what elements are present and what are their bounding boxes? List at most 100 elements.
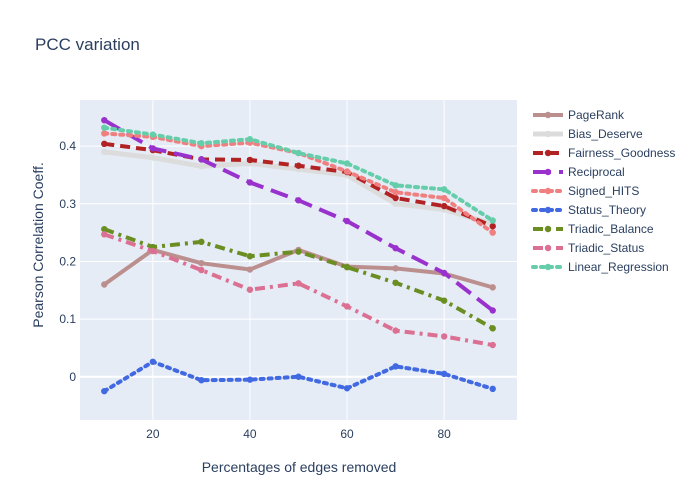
data-point xyxy=(440,202,448,210)
data-point xyxy=(101,281,108,288)
data-point xyxy=(489,307,496,314)
chart-title: PCC variation xyxy=(35,35,140,54)
legend-marker xyxy=(544,149,552,157)
data-point xyxy=(343,168,351,175)
legend-item-reciprocal[interactable]: Reciprocal xyxy=(533,165,625,179)
x-tick-label: 60 xyxy=(340,427,354,441)
data-point xyxy=(392,265,399,272)
legend-item-signed-hits[interactable]: Signed_HITS xyxy=(531,184,639,198)
legend-label: Bias_Deserve xyxy=(568,127,643,141)
y-axis-label: Pearson Correlation Coeff. xyxy=(30,162,46,328)
data-point xyxy=(101,148,108,156)
legend-item-triadic-status[interactable]: Triadic_Status xyxy=(533,241,644,255)
legend-marker xyxy=(544,206,552,214)
data-point xyxy=(149,358,157,365)
series-line xyxy=(103,232,494,348)
legend-marker xyxy=(544,187,552,195)
legend-label: Linear_Regression xyxy=(568,260,669,274)
data-point xyxy=(343,264,351,271)
data-point xyxy=(440,269,448,277)
series-line xyxy=(102,359,495,394)
y-tick-label: 0 xyxy=(69,370,76,384)
series-reciprocal xyxy=(101,116,496,314)
legend-marker xyxy=(544,168,552,176)
data-point xyxy=(198,163,205,170)
data-point xyxy=(392,279,399,286)
data-point xyxy=(343,217,351,225)
legend-label: PageRank xyxy=(568,108,625,122)
legend-marker xyxy=(544,130,552,138)
data-point xyxy=(246,266,254,273)
data-point xyxy=(101,231,108,238)
data-point xyxy=(295,280,302,287)
legend-item-triadic-balance[interactable]: Triadic_Balance xyxy=(533,222,654,236)
x-tick-label: 80 xyxy=(437,427,451,441)
data-point xyxy=(246,376,254,383)
data-point xyxy=(440,186,448,193)
data-point xyxy=(101,140,108,148)
legend-marker xyxy=(544,263,552,271)
data-point xyxy=(149,131,157,138)
legend-label: Status_Theory xyxy=(568,203,646,217)
data-point xyxy=(440,333,448,340)
data-point xyxy=(149,154,157,161)
data-point xyxy=(198,140,205,147)
y-tick-label: 0.1 xyxy=(59,312,76,326)
data-point xyxy=(101,225,108,233)
series-line xyxy=(102,125,495,223)
data-point xyxy=(343,303,351,310)
data-point xyxy=(489,385,496,393)
data-point xyxy=(343,385,351,392)
data-point xyxy=(295,373,302,380)
data-point xyxy=(392,244,399,252)
legend-item-linear-regression[interactable]: Linear_Regression xyxy=(531,260,669,274)
data-point xyxy=(392,182,399,189)
legend-item-fairness-goodness[interactable]: Fairness_Goodness xyxy=(533,146,675,160)
legend-item-pagerank[interactable]: PageRank xyxy=(533,108,625,122)
legend-label: Triadic_Balance xyxy=(568,222,654,236)
data-point xyxy=(101,130,108,137)
data-point xyxy=(489,223,496,230)
data-point xyxy=(101,116,108,124)
y-tick-label: 0.4 xyxy=(59,139,76,153)
data-point xyxy=(246,179,254,186)
legend-label: Signed_HITS xyxy=(568,184,639,198)
data-point xyxy=(198,259,205,267)
data-point xyxy=(489,229,496,236)
series-linear-regression xyxy=(101,124,496,224)
data-point xyxy=(343,160,351,167)
data-point xyxy=(392,194,399,202)
data-point xyxy=(440,194,448,202)
legend-item-bias-deserve[interactable]: Bias_Deserve xyxy=(533,127,643,141)
data-point xyxy=(392,189,399,196)
data-point xyxy=(392,327,399,334)
data-point xyxy=(295,149,302,157)
legend-marker xyxy=(544,244,552,252)
data-point xyxy=(440,297,448,304)
data-point xyxy=(198,238,205,246)
data-point xyxy=(295,162,302,169)
legend-label: Fairness_Goodness xyxy=(568,146,675,160)
data-point xyxy=(295,248,302,255)
series-status-theory xyxy=(101,358,496,395)
data-point xyxy=(149,247,157,255)
legend-item-status-theory[interactable]: Status_Theory xyxy=(531,203,646,217)
data-point xyxy=(101,387,108,395)
data-point xyxy=(198,266,205,274)
series-triadic-status xyxy=(101,231,496,349)
data-point xyxy=(198,377,205,384)
x-axis-label: Percentages of edges removed xyxy=(202,459,397,475)
axis-ticks: 20 40 60 80 0 0.1 0.2 0.3 0.4 xyxy=(59,139,451,441)
data-point xyxy=(149,145,157,152)
data-point xyxy=(246,136,254,143)
data-point xyxy=(295,197,302,204)
data-point xyxy=(489,217,496,224)
data-point xyxy=(392,200,399,207)
legend-label: Reciprocal xyxy=(568,165,625,179)
data-point xyxy=(246,286,254,293)
data-point xyxy=(489,325,496,332)
y-tick-label: 0.2 xyxy=(59,254,76,268)
data-point xyxy=(392,363,399,370)
legend[interactable]: PageRank Bias_Deserve Fairness_Goodness Rec… xyxy=(531,108,675,274)
data-point xyxy=(489,341,496,349)
